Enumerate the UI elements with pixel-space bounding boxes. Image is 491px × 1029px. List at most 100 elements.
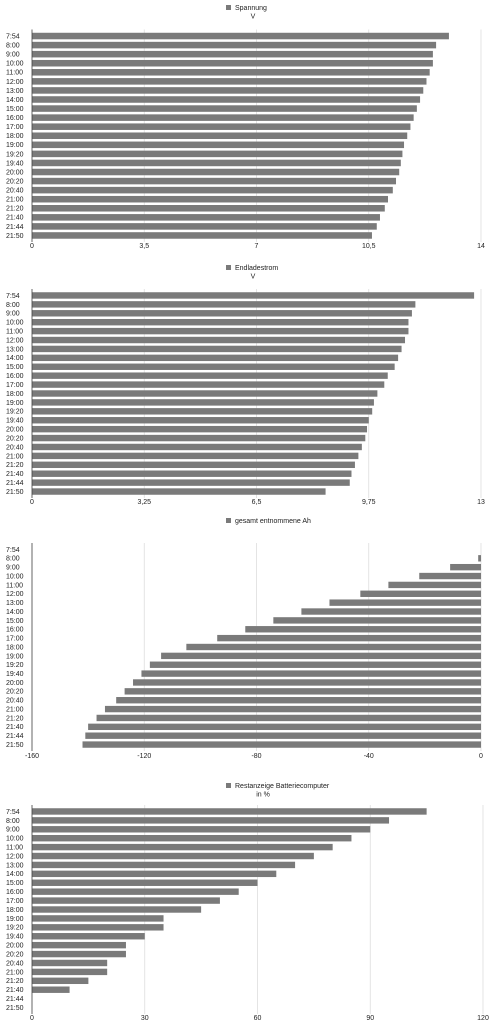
y-tick-label: 17:00	[6, 124, 24, 131]
bar	[32, 817, 390, 824]
bar	[32, 381, 385, 388]
bar	[32, 96, 421, 103]
bar	[32, 105, 417, 112]
y-tick-label: 16:00	[6, 627, 24, 634]
legend-swatch	[226, 518, 231, 523]
y-tick-label: 16:00	[6, 373, 24, 380]
y-tick-label: 19:00	[6, 142, 24, 149]
y-tick-label: 11:00	[6, 70, 23, 77]
bar	[32, 941, 126, 949]
bar	[96, 714, 481, 722]
y-tick-label: 13:00	[6, 346, 24, 353]
y-tick-label: 13:00	[6, 862, 24, 869]
y-tick-label: 19:40	[6, 934, 24, 941]
y-tick-label: 14:00	[6, 97, 24, 104]
bar	[32, 399, 374, 406]
x-tick-label: 3,25	[137, 499, 151, 506]
bar	[32, 870, 277, 878]
y-tick-label: 7:54	[6, 293, 20, 300]
bar	[32, 327, 409, 335]
bar	[32, 159, 401, 167]
bar	[32, 41, 437, 49]
y-tick-label: 10:00	[6, 61, 24, 68]
x-tick-label: 3,5	[139, 243, 149, 250]
bar	[32, 223, 377, 230]
y-tick-label: 14:00	[6, 609, 24, 616]
bar	[32, 808, 427, 815]
y-tick-label: 20:00	[6, 680, 24, 687]
y-tick-label: 21:20	[6, 978, 24, 985]
bar	[32, 195, 388, 203]
bar	[32, 924, 164, 931]
bar	[32, 345, 402, 353]
legend-swatch	[226, 783, 231, 788]
legend-unit: in %	[256, 792, 270, 799]
x-tick-label: 0	[30, 243, 34, 250]
y-tick-label: 21:40	[6, 987, 24, 994]
y-tick-label: 10:00	[6, 320, 24, 327]
y-tick-label: 11:00	[6, 329, 23, 336]
y-tick-label: 19:40	[6, 418, 24, 425]
y-tick-label: 21:44	[6, 733, 24, 740]
y-tick-label: 18:00	[6, 133, 24, 140]
y-tick-label: 19:20	[6, 409, 24, 416]
y-tick-label: 21:50	[6, 742, 24, 749]
y-tick-label: 19:20	[6, 662, 24, 669]
y-tick-label: 20:00	[6, 427, 24, 434]
y-tick-label: 10:00	[6, 836, 24, 843]
y-tick-label: 21:44	[6, 996, 24, 1003]
y-tick-label: 20:40	[6, 698, 24, 705]
bar	[32, 205, 385, 212]
bar	[32, 968, 108, 976]
y-tick-label: 9:00	[6, 52, 20, 59]
y-tick-label: 8:00	[6, 302, 20, 309]
x-tick-label: -120	[137, 753, 151, 760]
x-tick-label: 30	[141, 1015, 149, 1022]
y-tick-label: 14:00	[6, 871, 24, 878]
x-tick-label: 7	[255, 243, 259, 250]
y-tick-label: 19:40	[6, 160, 24, 167]
y-tick-label: 20:00	[6, 943, 24, 950]
y-tick-label: 19:00	[6, 400, 24, 407]
y-tick-label: 12:00	[6, 337, 24, 344]
x-tick-label: 6,5	[252, 499, 262, 506]
y-tick-label: 19:40	[6, 671, 24, 678]
legend: Spannung V	[226, 5, 267, 21]
legend-unit: V	[251, 274, 256, 281]
bar	[329, 599, 481, 606]
bar	[32, 310, 412, 317]
y-tick-label: 21:00	[6, 197, 24, 204]
y-tick-label: 15:00	[6, 364, 24, 371]
bar	[32, 906, 202, 913]
y-tick-label: 13:00	[6, 88, 24, 95]
bar	[32, 861, 296, 869]
bar	[32, 452, 359, 460]
y-tick-label: 18:00	[6, 644, 24, 651]
bar	[32, 78, 427, 85]
bar	[32, 390, 378, 397]
y-tick-label: 12:00	[6, 591, 24, 598]
chart-4: Restanzeige Batteriecomputer in % 0 30 60 90 1…	[6, 783, 489, 1022]
chart-1: Spannung V 0 3,5 7 10,5 14 7:54 8:00 9:00 10:00 11:…	[6, 5, 485, 250]
bar	[32, 897, 220, 904]
y-tick-label: 19:20	[6, 925, 24, 932]
y-tick-label: 18:00	[6, 391, 24, 398]
y-tick-label: 8:00	[6, 556, 20, 563]
bar	[32, 123, 411, 130]
y-tick-label: 21:00	[6, 969, 24, 976]
bar	[360, 590, 481, 597]
bar	[32, 950, 126, 958]
bar	[32, 434, 366, 442]
y-tick-label: 21:20	[6, 462, 24, 469]
y-tick-label: 21:00	[6, 453, 24, 460]
y-tick-label: 13:00	[6, 600, 24, 607]
y-tick-label: 20:20	[6, 689, 24, 696]
y-tick-label: 7:54	[6, 809, 20, 816]
bar	[32, 177, 397, 185]
y-tick-label: 9:00	[6, 565, 20, 572]
y-tick-label: 9:00	[6, 311, 20, 318]
legend: Endladestrom V	[226, 265, 278, 281]
bar	[32, 959, 108, 967]
y-tick-label: 15:00	[6, 880, 24, 887]
